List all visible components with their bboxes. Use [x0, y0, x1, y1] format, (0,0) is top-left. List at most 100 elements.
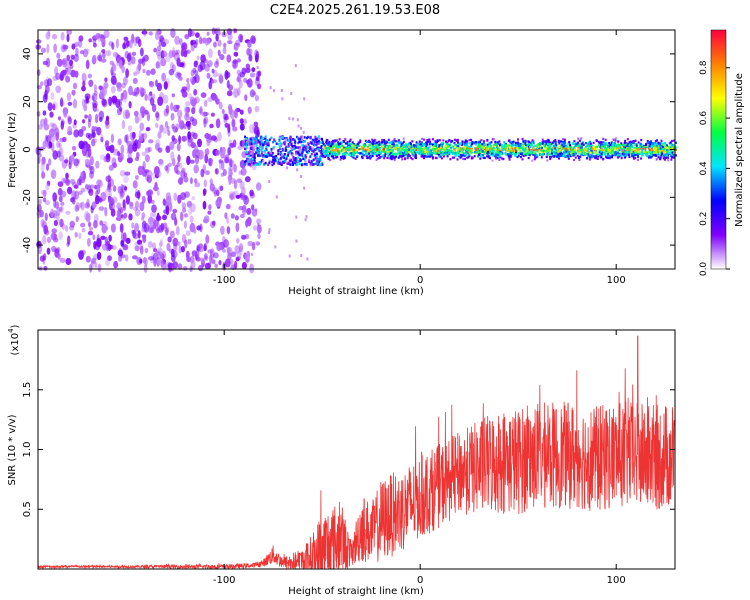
spectrogram-cell [466, 140, 469, 143]
spectrogram-cell [344, 138, 347, 141]
spectrogram-cell [301, 154, 304, 157]
spectrogram-cell [389, 145, 392, 148]
spectrogram-cell [404, 150, 406, 153]
spectrogram-cell [359, 141, 362, 144]
spectrogram-cell [446, 155, 449, 158]
spectrogram-cell [577, 137, 580, 140]
spectrogram-cell [294, 141, 297, 145]
spectrogram-cell [612, 146, 615, 149]
spectrogram-cell [168, 262, 172, 273]
spectrogram-cell [98, 85, 103, 90]
spectrogram-cell [481, 143, 484, 146]
spectrogram-cell [346, 152, 349, 155]
spectrogram-cell [420, 141, 423, 144]
spectrogram-cell [458, 150, 461, 153]
spectrogram-cell [432, 145, 435, 148]
spectrogram-cell [294, 64, 297, 68]
spectrogram-cell [372, 145, 374, 148]
spectrogram-cell [127, 144, 134, 154]
spectrogram-cell [155, 123, 159, 128]
spectrogram-cell [279, 150, 282, 154]
spectrogram-cell [336, 150, 339, 153]
spectrogram-cell [339, 158, 342, 161]
spectrogram-cell [117, 249, 124, 257]
spectrogram-cell [634, 153, 637, 156]
spectrogram-cell [86, 198, 90, 208]
spectrogram-cell [121, 65, 125, 74]
spectrogram-cell [500, 152, 502, 155]
spectrogram-cell [226, 204, 232, 210]
snr-x-label: Height of straight line (km) [288, 586, 424, 597]
spectrogram-cell [126, 157, 133, 164]
spectrogram-cell [313, 144, 316, 147]
y-tick-label: 40 [22, 48, 33, 61]
spectrogram-cell [266, 154, 269, 157]
spectrogram-cell [105, 50, 112, 57]
spectrogram-cell [258, 161, 261, 164]
spectrogram-cell [545, 140, 548, 143]
spectrogram-cell [139, 242, 144, 251]
spectrogram-cell [329, 152, 331, 155]
spectrogram-cell [172, 158, 176, 167]
spectrogram-cell [619, 146, 622, 149]
spectrogram-cell [265, 138, 268, 142]
spectrogram-cell [151, 222, 156, 228]
spectrogram-cell [479, 151, 482, 154]
spectrogram-cell [602, 150, 605, 153]
spectrogram-cell [415, 145, 418, 148]
spectrogram-cell [525, 154, 527, 157]
spectrogram-cell [526, 153, 529, 156]
spectrogram-cell [66, 33, 70, 43]
spectrogram-cell [207, 158, 213, 163]
spectrogram-cell [117, 138, 122, 146]
spectrogram-cell [106, 187, 112, 192]
spectrogram-cell [319, 156, 322, 160]
spectrogram-cell [74, 190, 80, 200]
spectrogram-cell [254, 49, 259, 59]
spectrogram-cell [473, 142, 476, 145]
spectrogram-cell [475, 141, 478, 144]
spectrogram-cell [134, 138, 138, 149]
spectrogram-cell [141, 165, 145, 174]
spectrogram-cell [73, 119, 77, 126]
spectrogram-cell [610, 148, 612, 151]
spectrogram-cell [651, 144, 654, 148]
spectrogram-cell [252, 161, 255, 165]
spectrogram-cell [273, 156, 276, 160]
spectrogram-cell [460, 151, 463, 154]
spectrogram-cell [425, 155, 428, 159]
spectrogram-cell [174, 35, 181, 45]
spectrogram-cell [250, 138, 253, 142]
spectrogram-cell [162, 127, 168, 134]
spectrogram-cell [489, 145, 492, 148]
spectrogram-cell [375, 158, 378, 161]
spectrogram-cell [547, 139, 550, 142]
spectrogram-cell [139, 106, 146, 115]
spectrogram-cell [432, 156, 434, 159]
spectrogram-cell [253, 153, 256, 156]
spectrogram-cell [332, 150, 335, 153]
spectrogram-cell [181, 202, 186, 210]
spectrogram-cell [234, 260, 238, 270]
spectrogram-cell [62, 44, 69, 50]
spectrogram-cell [353, 146, 356, 149]
spectrogram-cell [71, 89, 76, 96]
spectrogram-cell [282, 161, 285, 164]
spectrogram-cell [136, 257, 143, 265]
spectrogram-cell [656, 153, 658, 156]
spectrogram-cell [624, 146, 626, 149]
spectrogram-cell [74, 70, 79, 78]
spectrogram-cell [88, 226, 93, 231]
spectrogram-cell [640, 152, 643, 155]
spectrogram-cell [88, 113, 92, 123]
spectrogram-cell [255, 138, 258, 141]
spectrogram-cell [417, 151, 420, 154]
spectrogram-cell [290, 142, 293, 145]
spectrogram-cell [258, 141, 261, 144]
spectrogram-cell [256, 66, 259, 70]
spectrogram-cell [659, 143, 662, 146]
spectrogram-cell [200, 257, 206, 264]
spectrogram-cell [208, 133, 212, 140]
spectrogram-cell [330, 153, 333, 156]
spectrogram-cell [362, 154, 365, 157]
